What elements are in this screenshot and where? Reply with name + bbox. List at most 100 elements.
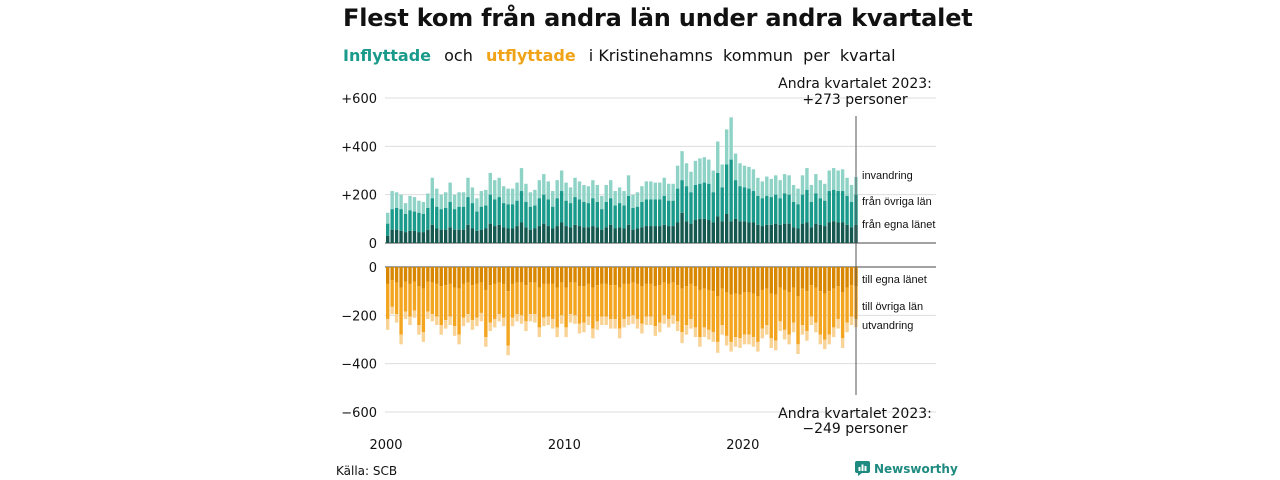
inflow-invandring-bar <box>435 188 439 207</box>
xtick-label: 2010 <box>548 438 581 453</box>
inflow-invandring-bar <box>742 165 747 188</box>
inflow-other-bar <box>595 201 600 228</box>
outflow-other-bar <box>559 282 564 316</box>
outflow-other-bar <box>840 292 845 339</box>
outflow-other-bar <box>394 282 399 315</box>
outflow-own-bar <box>591 267 595 288</box>
inflow-invandring-bar <box>827 170 831 192</box>
inflow-other-bar <box>448 201 452 228</box>
inflow-invandring-bar <box>609 180 613 199</box>
inflow-invandring-bar <box>524 183 528 202</box>
inflow-own-bar <box>684 221 689 243</box>
outflow-own-bar <box>684 267 689 287</box>
inflow-own-bar <box>733 218 738 243</box>
outflow-utvandring-bar <box>524 321 528 332</box>
outflow-utvandring-bar <box>488 322 492 332</box>
inflow-other-bar <box>412 211 417 231</box>
inflow-other-bar <box>787 194 791 224</box>
outflow-other-bar <box>426 281 430 312</box>
inflow-other-bar <box>600 209 604 230</box>
xtick-label: 2020 <box>726 438 759 453</box>
outflow-utvandring-bar <box>399 334 403 345</box>
outflow-own-bar <box>782 267 787 290</box>
inflow-own-bar <box>577 226 582 243</box>
inflow-other-bar <box>724 164 729 214</box>
outflow-utvandring-bar <box>760 328 765 339</box>
inflow-other-bar <box>765 195 769 225</box>
inflow-own-bar <box>412 230 417 243</box>
outflow-utvandring-bar <box>542 317 546 327</box>
inflow-other-bar <box>510 204 515 229</box>
inflow-invandring-bar <box>443 192 448 208</box>
outflow-utvandring-bar <box>747 334 751 345</box>
outflow-utvandring-bar <box>836 318 840 329</box>
outflow-own-bar <box>729 267 733 295</box>
inflow-own-bar <box>488 223 492 243</box>
outflow-own-bar <box>470 267 475 286</box>
outflow-other-bar <box>809 285 814 317</box>
inflow-other-bar <box>649 199 653 227</box>
inflow-other-bar <box>742 187 747 222</box>
inflow-own-bar <box>702 218 707 243</box>
inflow-invandring-bar <box>671 183 675 201</box>
brand-logo: Newsworthy <box>855 461 958 476</box>
inflow-other-bar <box>479 206 484 230</box>
outflow-own-bar <box>774 267 778 295</box>
inflow-other-bar <box>439 209 443 230</box>
inflow-other-bar <box>546 199 550 227</box>
inflow-other-bar <box>564 200 568 227</box>
inflow-own-bar <box>800 223 805 243</box>
outflow-utvandring-bar <box>675 321 680 332</box>
outflow-utvandring-bar <box>390 306 394 315</box>
outflow-other-bar <box>408 283 412 317</box>
outflow-other-bar <box>430 282 434 315</box>
outflow-other-bar <box>782 289 787 330</box>
outflow-other-bar <box>818 291 823 335</box>
inflow-invandring-bar <box>698 158 702 184</box>
inflow-invandring-bar <box>711 170 715 193</box>
inflow-own-bar <box>470 228 475 243</box>
annotation-top-line2: +273 personer <box>802 92 908 108</box>
outflow-other-bar <box>515 282 519 315</box>
inflow-other-bar <box>716 172 720 217</box>
outflow-own-bar <box>555 267 559 288</box>
outflow-utvandring-bar <box>417 325 421 335</box>
inflow-own-bar <box>769 224 773 243</box>
inflow-invandring-bar <box>765 176 769 196</box>
outflow-utvandring-bar <box>684 325 689 335</box>
outflow-utvandring-bar <box>702 327 707 338</box>
outflow-utvandring-bar <box>426 311 430 319</box>
inflow-invandring-bar <box>818 180 823 199</box>
inflow-invandring-bar <box>600 195 604 210</box>
series-label-inflow: från övriga län <box>862 196 932 208</box>
outflow-other-bar <box>742 292 747 335</box>
outflow-own-bar <box>466 267 470 283</box>
outflow-other-bar <box>631 282 635 316</box>
inflow-invandring-bar <box>626 175 631 196</box>
outflow-own-bar <box>573 267 577 283</box>
outflow-other-bar <box>729 294 733 342</box>
outflow-own-bar <box>760 267 765 290</box>
inflow-invandring-bar <box>796 188 800 205</box>
outflow-own-bar <box>711 267 715 292</box>
inflow-own-bar <box>403 232 408 243</box>
outflow-other-bar <box>658 285 662 323</box>
outflow-utvandring-bar <box>493 318 497 328</box>
outflow-utvandring-bar <box>782 329 787 340</box>
outflow-own-bar <box>524 267 528 286</box>
inflow-other-bar <box>774 194 778 224</box>
outflow-other-bar <box>452 287 457 327</box>
inflow-own-bar <box>805 222 809 243</box>
inflow-invandring-bar <box>470 187 475 204</box>
outflow-utvandring-bar <box>832 327 836 338</box>
outflow-other-bar <box>390 280 394 307</box>
outflow-own-bar <box>818 267 823 292</box>
outflow-utvandring-bar <box>738 338 742 348</box>
inflow-own-bar <box>439 229 443 243</box>
outflow-own-bar <box>756 267 760 296</box>
outflow-utvandring-bar <box>791 322 796 333</box>
inflow-other-bar <box>461 206 466 230</box>
outflow-own-bar <box>666 267 671 284</box>
outflow-utvandring-bar <box>827 334 831 345</box>
annotation-bottom-line2: −249 personer <box>802 421 908 437</box>
